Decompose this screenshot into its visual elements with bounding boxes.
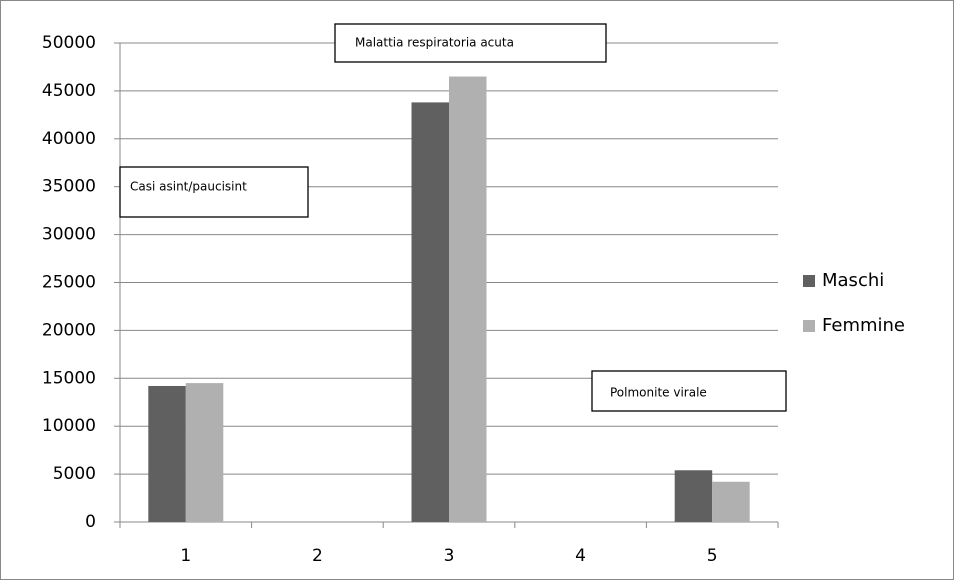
y-tick-label: 45000: [42, 81, 96, 101]
annotation-text: Casi asint/paucisint: [130, 180, 247, 194]
x-tick-label: 4: [575, 546, 586, 566]
annotation-box: [119, 166, 309, 218]
x-tick-label: 1: [180, 546, 191, 566]
y-tick-label: 50000: [42, 33, 96, 53]
legend-swatch: [803, 320, 815, 332]
bar: [449, 76, 487, 522]
bar: [148, 385, 186, 522]
y-tick-label: 15000: [42, 368, 96, 388]
y-tick-label: 40000: [42, 129, 96, 149]
legend-label: Femmine: [822, 315, 905, 336]
y-tick-label: 20000: [42, 320, 96, 340]
annotation-text: Polmonite virale: [610, 386, 707, 400]
y-tick-label: 5000: [53, 464, 96, 484]
legend-label: Maschi: [822, 270, 884, 291]
x-tick-label: 5: [707, 546, 718, 566]
bar: [712, 481, 750, 522]
bar: [185, 383, 224, 522]
bar: [411, 102, 449, 523]
y-tick-label: 25000: [42, 273, 96, 293]
annotation-box: [334, 23, 607, 63]
annotation-text: Malattia respiratoria acuta: [355, 36, 514, 50]
y-tick-label: 35000: [42, 177, 96, 197]
y-tick-label: 0: [85, 512, 96, 532]
bar: [674, 470, 713, 522]
annotation-box: [591, 370, 787, 412]
legend-swatch: [803, 275, 815, 287]
x-tick-label: 2: [312, 546, 323, 566]
y-tick-label: 10000: [42, 416, 96, 436]
x-tick-label: 3: [444, 546, 455, 566]
y-tick-label: 30000: [42, 225, 96, 245]
